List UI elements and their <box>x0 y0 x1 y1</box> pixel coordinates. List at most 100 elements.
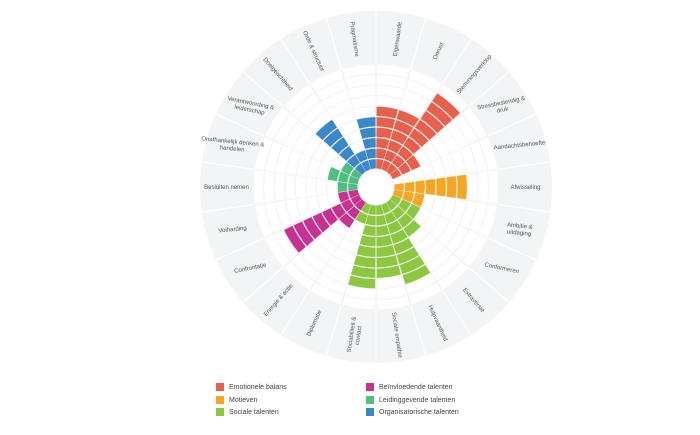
bar-cell-10 <box>376 204 384 215</box>
grid-cell <box>306 158 321 178</box>
grid-cell <box>399 99 425 119</box>
bar-cell-11 <box>365 214 376 226</box>
bar-cell-0 <box>376 106 399 119</box>
bar-cell-14 <box>341 199 354 212</box>
grid-cell <box>454 230 478 260</box>
bar-cell-18 <box>350 168 362 180</box>
grid-cell <box>437 261 468 290</box>
grid-cell <box>322 148 338 166</box>
bar-cell-14 <box>322 208 338 226</box>
grid-cell <box>284 261 315 290</box>
legend-swatch <box>366 396 374 404</box>
bar-cell-1 <box>384 150 397 163</box>
bar-cell-5 <box>425 179 436 195</box>
bar-cell-0 <box>376 127 393 139</box>
grid-cell <box>469 141 487 172</box>
bar-cell-2 <box>397 146 413 161</box>
grid-cell <box>392 175 404 185</box>
bar-cell-10 <box>376 255 399 268</box>
grid-cell <box>376 64 410 79</box>
legend-item-organisatorische-talenten: Organisatorische talenten <box>366 407 459 417</box>
bar-cell-11 <box>353 255 376 268</box>
legend-swatch <box>216 408 224 416</box>
bar-cell-16 <box>337 181 348 193</box>
grid-cell <box>460 200 477 229</box>
bar-cell-13 <box>355 199 366 211</box>
bar-cell-5 <box>394 183 404 191</box>
bar-cell-9 <box>393 238 414 254</box>
bar-cell-21 <box>362 138 376 149</box>
bar-cell-2 <box>391 154 405 168</box>
legend-item-emotionele-balans: Emotionele balans <box>216 382 287 392</box>
bar-cell-21 <box>365 148 376 160</box>
grid-cell <box>338 120 359 136</box>
grid-cell <box>307 110 332 134</box>
grid-cell <box>420 240 445 264</box>
grid-cell <box>460 145 477 174</box>
bar-cell-5 <box>415 180 425 194</box>
grid-cell <box>422 141 440 162</box>
grid-cell <box>402 171 414 183</box>
grid-cell <box>479 203 498 237</box>
grid-cell <box>274 230 298 260</box>
bar-cell-7 <box>390 194 402 206</box>
grid-cell <box>351 96 376 109</box>
grid-cell <box>440 197 456 220</box>
bar-cell-5 <box>436 177 446 197</box>
grid-cell <box>296 197 312 220</box>
bar-cell-11 <box>359 235 376 247</box>
grid-cell <box>321 264 350 285</box>
label-divider <box>468 267 510 303</box>
category-label: Besluiten nemen <box>204 185 249 191</box>
grid-cell <box>253 170 264 204</box>
bar-cell-3 <box>406 155 421 171</box>
grid-cell <box>306 177 316 197</box>
bar-cell-10 <box>376 235 393 247</box>
bar-cell-10 <box>376 265 401 278</box>
grid-cell <box>342 64 376 79</box>
grid-cell <box>376 75 407 89</box>
bar-cell-13 <box>339 213 355 228</box>
bar-cell-9 <box>384 211 397 224</box>
grid-cell <box>284 121 306 149</box>
legend-item-leidinggevende-talenten: Leidinggevende talenten <box>366 395 455 405</box>
grid-cell <box>293 128 314 153</box>
grid-cell <box>316 179 327 195</box>
grid-cell <box>462 234 487 267</box>
label-divider <box>410 304 427 357</box>
grid-cell <box>431 196 446 216</box>
legend-swatch <box>366 408 374 416</box>
grid-cell <box>310 282 344 305</box>
grid-cell <box>296 154 312 177</box>
grid-cell <box>333 110 356 127</box>
label-divider <box>487 113 537 137</box>
grid-cell <box>450 199 466 225</box>
bar-cell-15 <box>338 191 350 203</box>
grid-cell <box>310 69 344 92</box>
bar-cell-1 <box>387 140 403 154</box>
bar-cell-10 <box>376 225 390 236</box>
label-divider <box>280 38 311 84</box>
bar-cell-1 <box>390 130 408 145</box>
grid-cell <box>402 89 431 110</box>
grid-cell <box>430 134 449 157</box>
legend-swatch <box>366 383 374 391</box>
grid-cell <box>438 128 459 153</box>
grid-cell <box>412 167 425 182</box>
legend-item-motieven: Motieven <box>216 395 257 405</box>
grid-cell <box>376 295 410 310</box>
grid-cell <box>446 121 468 149</box>
grid-cell <box>265 234 290 267</box>
label-divider <box>201 203 255 213</box>
bar-cell-13 <box>347 206 361 220</box>
grid-cell <box>265 202 283 233</box>
label-divider <box>441 38 472 84</box>
grid-cell <box>292 93 320 120</box>
bar-cell-20 <box>361 160 371 172</box>
bar-cell-18 <box>341 162 354 175</box>
bar-cell-0 <box>376 159 384 170</box>
grid-cell <box>284 84 315 113</box>
grid-cell <box>275 145 292 174</box>
grid-cell <box>312 141 330 162</box>
grid-cell <box>323 227 343 246</box>
